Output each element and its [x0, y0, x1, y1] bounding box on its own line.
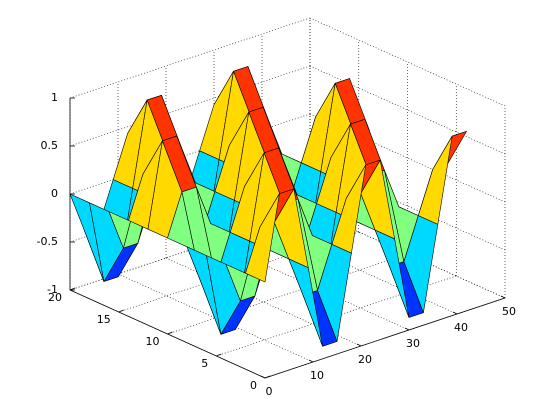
surface-facet — [417, 135, 453, 225]
z-tick-label: 1 — [51, 91, 58, 104]
z-tick-label: -0.5 — [37, 235, 58, 248]
x-axis — [264, 297, 506, 379]
y-tick — [216, 353, 222, 357]
y-tick-label: 20 — [48, 291, 62, 304]
x-tick — [308, 359, 314, 363]
surface-facet — [245, 193, 280, 283]
z-tick-label: -1 — [47, 283, 58, 296]
x-tick-label: 10 — [310, 369, 324, 382]
x-tick-label: 30 — [406, 337, 420, 350]
x-tick-label: 20 — [358, 353, 372, 366]
z-tick-label: 0 — [51, 187, 58, 200]
x-tick — [260, 375, 266, 379]
x-tick — [404, 327, 410, 331]
x-tick-label: 50 — [502, 305, 516, 318]
y-tick-label: 0 — [250, 379, 257, 392]
x-tick-label: 40 — [454, 321, 468, 334]
grid-line — [69, 17, 311, 99]
z-tick-label: 0.5 — [41, 139, 59, 152]
y-tick — [118, 309, 124, 313]
y-tick-label: 10 — [146, 335, 160, 348]
y-tick-label: 15 — [97, 313, 111, 326]
x-tick — [500, 295, 506, 299]
grid-line — [69, 65, 311, 147]
y-tick — [167, 331, 173, 335]
y-tick-label: 5 — [201, 357, 208, 370]
y-tick — [264, 375, 271, 379]
x-tick — [452, 311, 458, 315]
x-tick — [356, 343, 362, 347]
x-tick-label: 0 — [266, 385, 273, 398]
grid-line — [167, 253, 408, 335]
